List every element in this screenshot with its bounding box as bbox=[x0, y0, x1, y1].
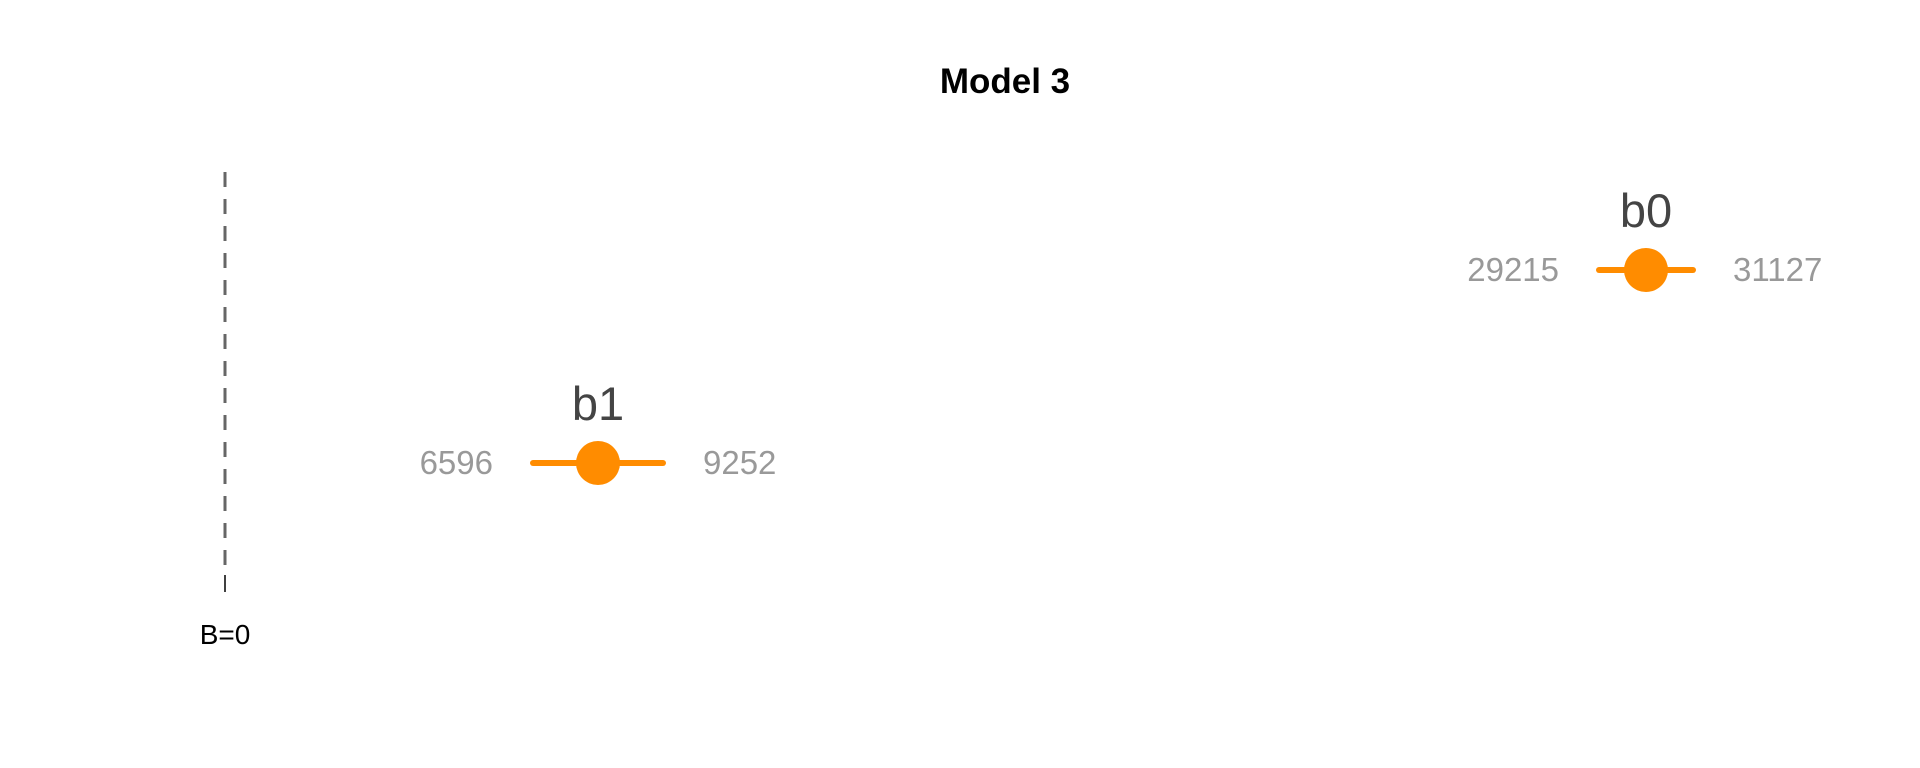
ci-upper-label-b1: 9252 bbox=[703, 444, 776, 481]
chart-title: Model 3 bbox=[940, 62, 1070, 101]
ci-lower-label-b0: 29215 bbox=[1467, 251, 1559, 288]
coefficient-label-b0: b0 bbox=[1620, 184, 1672, 237]
estimate-point-b1 bbox=[576, 441, 620, 485]
coefficient-label-b1: b1 bbox=[572, 377, 624, 430]
coefficient-points: b0 29215 31127 b1 6596 9252 bbox=[420, 184, 1822, 485]
ci-upper-label-b0: 31127 bbox=[1733, 251, 1822, 288]
estimate-point-b0 bbox=[1624, 248, 1668, 292]
reference-label: B=0 bbox=[200, 619, 251, 650]
coefficient-b0: b0 29215 31127 bbox=[1467, 184, 1822, 292]
coefficient-b1: b1 6596 9252 bbox=[420, 377, 776, 485]
ci-lower-label-b1: 6596 bbox=[420, 444, 493, 481]
